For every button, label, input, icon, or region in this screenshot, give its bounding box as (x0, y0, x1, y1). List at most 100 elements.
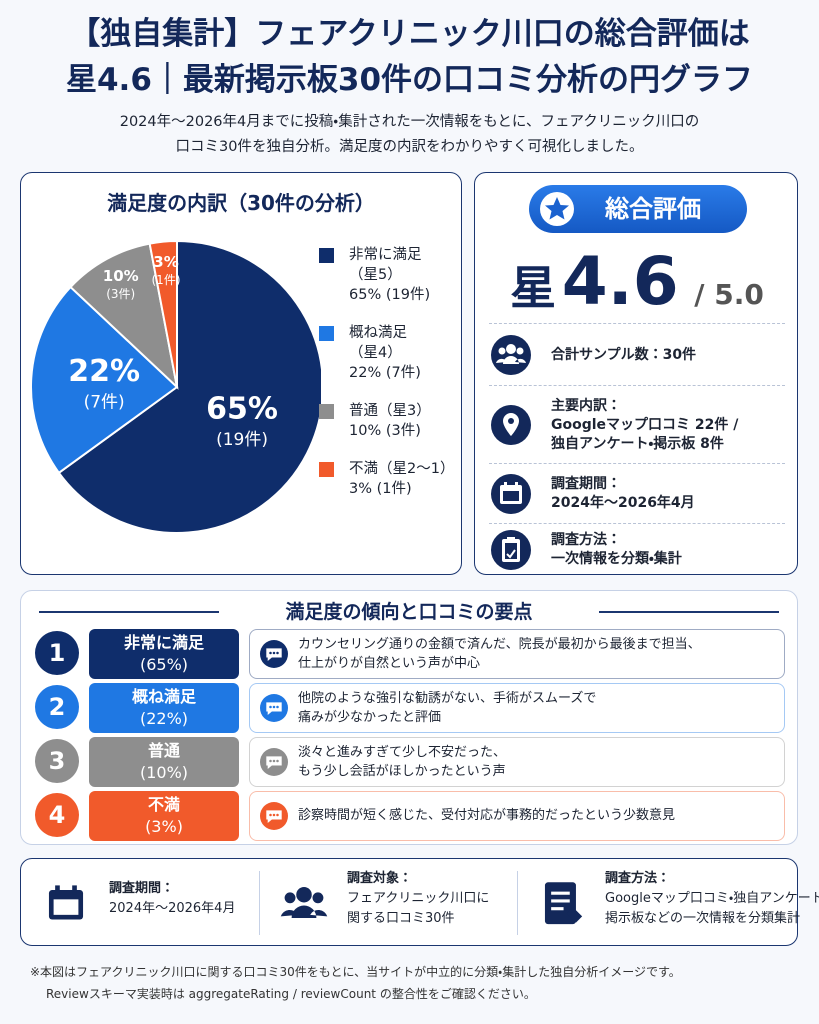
summary-text: 調査方法： 一次情報を分類・集計 (551, 531, 682, 569)
icon (48, 885, 84, 920)
summary-row: 調査期間： 2024年〜2026年4月 (489, 463, 785, 524)
point-row: 1 非常に満足 (65%) カウンセリング通りの金額で済んだ、院長が最初から最後まで担… (35, 629, 785, 679)
intro: 口コミ30件を独自分析。満足度の内訳をわかりやすく可視化しました。 (175, 139, 644, 155)
point-number: 1 (35, 631, 79, 675)
icon-part (276, 813, 279, 817)
icon (260, 694, 288, 722)
icon (491, 405, 531, 445)
pie-count-label: (7件) (84, 392, 125, 412)
icon (260, 802, 288, 830)
point-share: (65%) (139, 655, 189, 674)
icon-part (272, 705, 276, 709)
summary-row: 調査方法： 一次情報を分類・集計 (489, 523, 785, 576)
info-title: 調査期間： (109, 881, 175, 896)
point-number: 4 (35, 793, 79, 837)
info-text: 調査方法： Googleマップ口コミ・独自アンケート・ 掲示板などの一次情報を分類集… (605, 869, 819, 929)
points-card: 満足度の傾向と口コミの要点 1 非常に満足 (65%) カウンセリング通りの金額で済ん… (20, 590, 798, 845)
info-card: 調査期間： 2024年〜2026年4月 調査対象： フェアクリニック川口に 関する口コミ… (20, 858, 819, 946)
icon-part (53, 899, 79, 915)
info-column: 調査方法： Googleマップ口コミ・独自アンケート・ 掲示板などの一次情報を分類集… (531, 869, 819, 937)
point-label-text: 概ね満足 (131, 687, 196, 706)
comment-line: もう少し会話がほしかったという声 (298, 764, 506, 779)
pie-count-label: (3件) (106, 287, 135, 301)
summary-line: 調査期間： (551, 476, 621, 492)
icon-part (515, 482, 518, 488)
icon (260, 640, 288, 668)
icon-part (503, 413, 519, 436)
icon-part (504, 482, 507, 488)
icon-part (266, 648, 282, 661)
icon-part (491, 335, 531, 375)
summary-line: 独自アンケート・掲示板 8件 (551, 435, 724, 452)
legend: 非常に満足 （星5） 65% (19件) 概ね満足 （星4） 22% (7件) 普通（星… (319, 245, 459, 517)
info-line: 関する口コミ30件 (347, 911, 455, 926)
summary-line: 2024年〜2026年4月 (551, 495, 695, 511)
divider (517, 871, 518, 935)
legend-label: 概ね満足 （星4） (349, 325, 407, 361)
pie-value-label: 22% (68, 354, 140, 389)
footnote: Reviewスキーマ実装時は aggregateRating / reviewC… (46, 987, 536, 1001)
icon-star (545, 197, 569, 220)
icon-part (272, 651, 276, 655)
icon-part (496, 356, 526, 364)
legend-detail: 65% (19件) (349, 287, 431, 303)
info-title: 調査対象： (347, 871, 413, 886)
pie-count-label: (19件) (216, 430, 268, 450)
info-line: 2024年〜2026年4月 (109, 901, 236, 916)
rule (599, 611, 779, 613)
legend-label: 非常に満足 （星5） (349, 247, 422, 283)
icon-part (296, 886, 312, 903)
comment-text: 診察時間が短く感じた、受付対応が事務的だったという少数意見 (298, 806, 675, 825)
comment-line: 仕上がりが自然という声が中心 (298, 656, 481, 671)
point-label: 不満 (3%) (89, 791, 239, 841)
icon-part (269, 705, 272, 709)
summary-row: 主要内訳： Googleマップ口コミ 22件 / 独自アンケート・掲示板 8件 (489, 385, 785, 464)
point-label-text: 非常に満足 (123, 633, 204, 652)
legend-label: 普通（星3） (349, 403, 431, 419)
summary-line: 主要内訳： (551, 397, 621, 414)
rating-scale: / 5.0 (694, 278, 764, 311)
pie-value-label: 3% (153, 253, 178, 271)
pie-count-label: (1件) (152, 273, 181, 287)
footnote: ※本図はフェアクリニック川口に関する口コミ30件をもとに、当サイトが中立的に分類… (30, 965, 681, 979)
point-share: (3%) (145, 817, 183, 836)
icon-part (516, 347, 524, 355)
icon (260, 748, 288, 776)
comment-line: カウンセリング通りの金額で済んだ、院長が最初から最後まで担当、 (298, 637, 701, 652)
icon-part (551, 891, 570, 911)
point-label-text: 不満 (147, 795, 180, 814)
point-comment: 他院のような強引な勧誘がない、手術がスムーズで 痛みが少なかったと評価 (249, 683, 785, 733)
point-number: 3 (35, 739, 79, 783)
icon-part (276, 705, 279, 709)
icon-part (276, 651, 279, 655)
summary-card: 総合評価 星 4.6 / 5.0 合計サンプル数：30件 主要内訳： Googleマ… (474, 172, 798, 575)
legend-label: 不満（星2〜1） (349, 461, 455, 477)
pie-card: 満足度の内訳（30件の分析） 65% (19件) 22% (7件) 10% (3件) 3% (… (20, 172, 462, 575)
icon-part (503, 491, 519, 501)
legend-item: 普通（星3） 10% (3件) (319, 401, 459, 441)
icon-part (72, 885, 77, 895)
summary-text: 主要内訳： Googleマップ口コミ 22件 / 独自アンケート・掲示板 8件 (551, 397, 738, 454)
rating-value: 4.6 (561, 243, 679, 320)
point-comment: カウンセリング通りの金額で済んだ、院長が最初から最後まで担当、 仕上がりが自然とい… (249, 629, 785, 679)
pie-slice (148, 239, 178, 388)
info-column: 調査対象： フェアクリニック川口に 関する口コミ30件 (273, 869, 523, 937)
comment-text: 他院のような強引な勧誘がない、手術がスムーズで 痛みが少なかったと評価 (298, 689, 596, 727)
divider (259, 871, 260, 935)
comment-text: 淡々と進みすぎて少し不安だった、 もう少し会話がほしかったという声 (298, 743, 506, 781)
pie-slice (30, 285, 179, 475)
info-line: フェアクリニック川口に (347, 891, 490, 906)
legend-item: 非常に満足 （星5） 65% (19件) (319, 245, 459, 305)
pie-slice (69, 242, 179, 390)
chart-title: 満足度の内訳（30件の分析） (107, 191, 375, 215)
icon (280, 886, 328, 918)
info-line: 掲示板などの一次情報を分類集計 (605, 911, 801, 926)
rule (39, 611, 219, 613)
icon-part (266, 810, 282, 823)
legend-swatch (319, 326, 334, 341)
icon-part (276, 759, 279, 763)
icon-part (272, 759, 276, 763)
pie-value-label: 65% (206, 392, 278, 427)
pie-slice (57, 239, 321, 534)
